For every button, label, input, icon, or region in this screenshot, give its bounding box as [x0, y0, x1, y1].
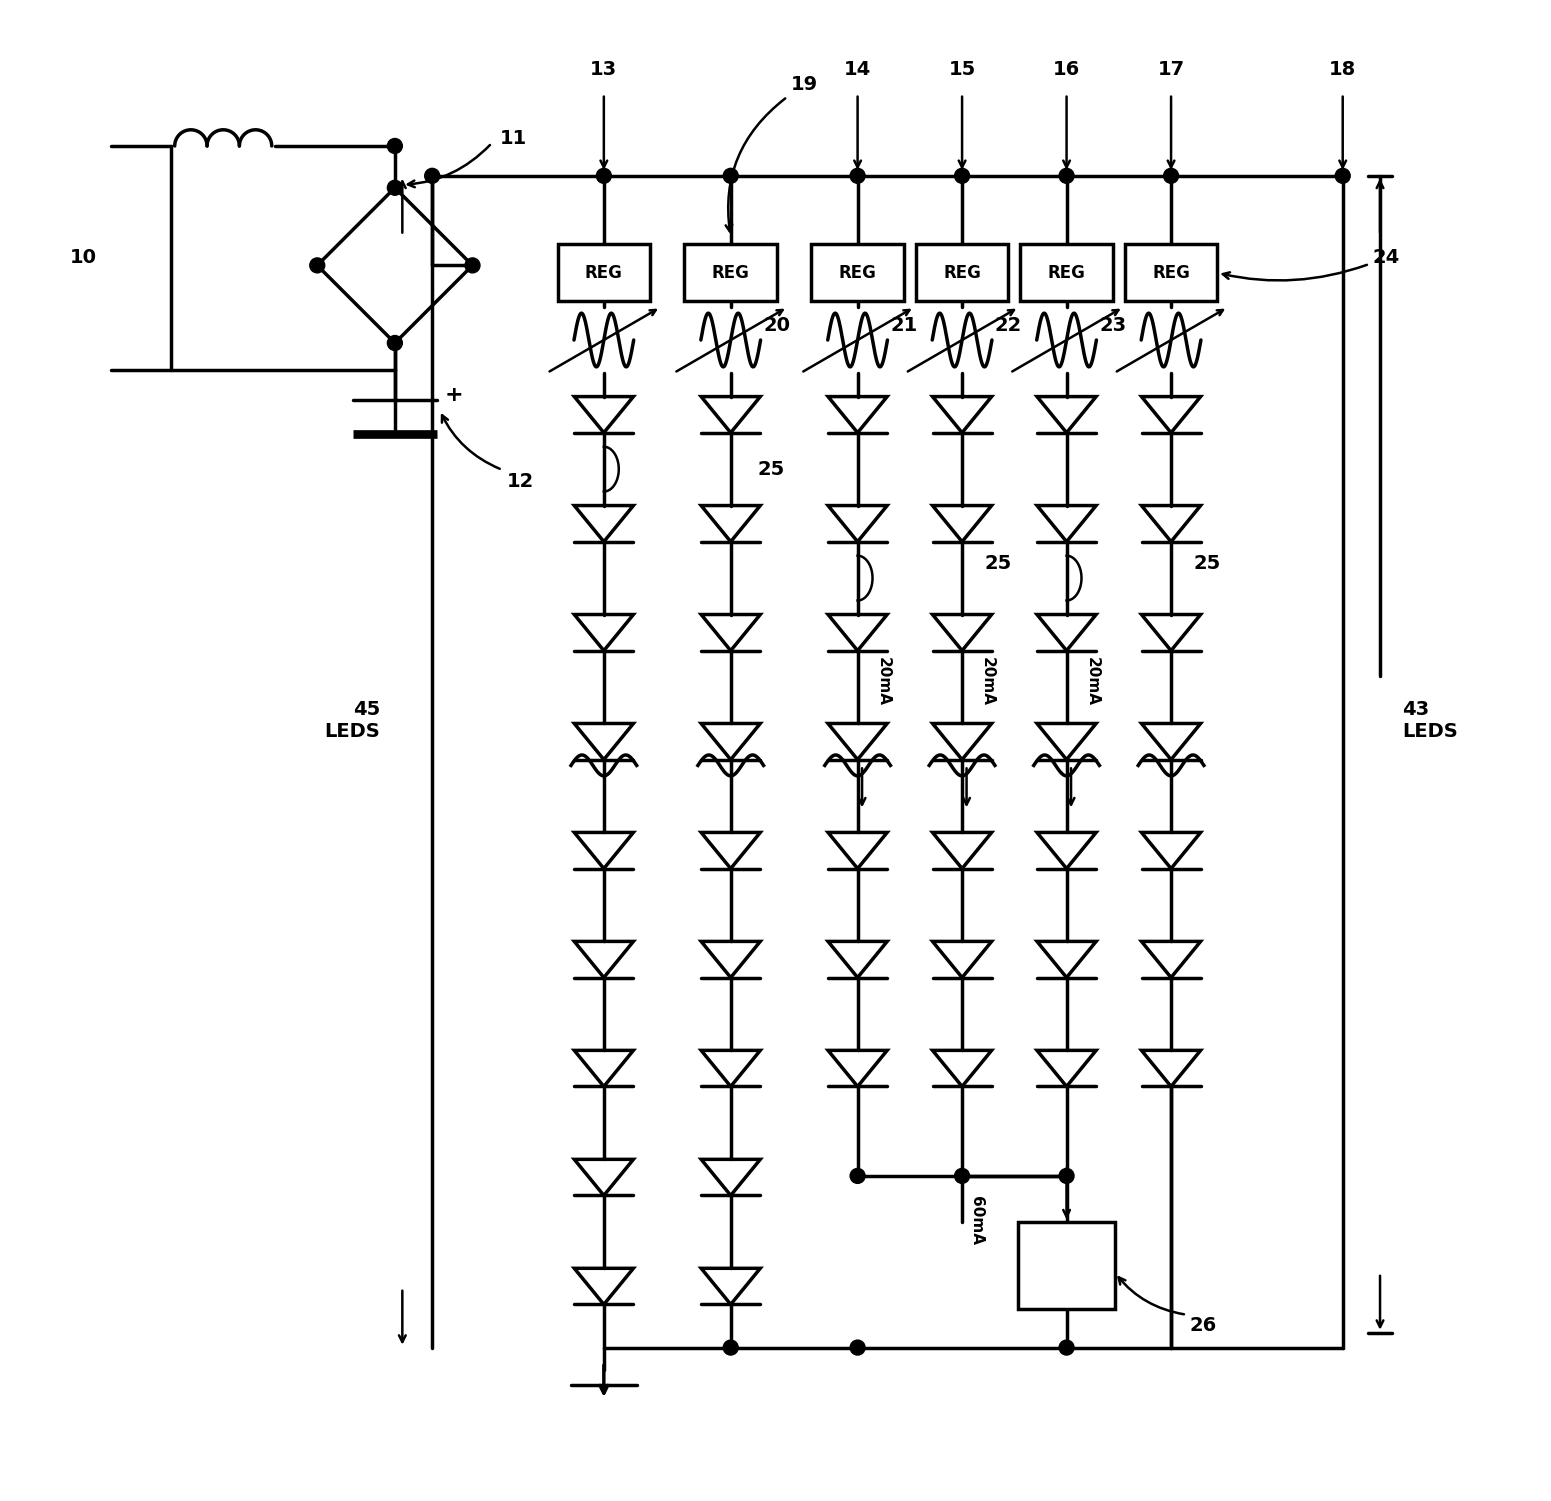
Text: 45
LEDS: 45 LEDS: [324, 699, 380, 741]
Circle shape: [388, 336, 402, 350]
Circle shape: [1059, 1340, 1073, 1355]
Text: 60mA: 60mA: [969, 1196, 985, 1246]
Circle shape: [954, 168, 969, 183]
Bar: [1124, 245, 1218, 302]
Circle shape: [1059, 168, 1073, 183]
Text: 17: 17: [1157, 60, 1185, 78]
Bar: [915, 245, 1008, 302]
Text: 25: 25: [1193, 554, 1221, 573]
Text: REG: REG: [839, 264, 876, 282]
Circle shape: [1163, 168, 1179, 183]
Circle shape: [1335, 168, 1351, 183]
Text: 20mA: 20mA: [980, 657, 996, 705]
Bar: [811, 245, 904, 302]
Text: 10: 10: [70, 249, 96, 267]
Bar: [557, 245, 650, 302]
Text: 12: 12: [507, 473, 534, 491]
Text: REG: REG: [585, 264, 624, 282]
Text: 16: 16: [1053, 60, 1079, 78]
Text: REG: REG: [943, 264, 982, 282]
Text: 20: 20: [763, 315, 791, 335]
Text: 14: 14: [844, 60, 872, 78]
Circle shape: [597, 168, 611, 183]
Text: 25: 25: [985, 554, 1011, 573]
Circle shape: [465, 258, 479, 273]
Text: 22: 22: [994, 315, 1022, 335]
Text: 24: 24: [1373, 249, 1401, 267]
Bar: [1021, 245, 1114, 302]
Text: 20mA: 20mA: [875, 657, 890, 705]
Text: 15: 15: [949, 60, 976, 78]
Circle shape: [850, 1168, 865, 1183]
Text: 11: 11: [499, 129, 527, 149]
Text: 43
LEDS: 43 LEDS: [1402, 699, 1458, 741]
Bar: [1017, 1222, 1115, 1309]
Circle shape: [425, 168, 439, 183]
Circle shape: [1059, 1168, 1073, 1183]
Text: REG: REG: [1047, 264, 1086, 282]
Text: 25: 25: [757, 459, 785, 479]
Text: 21: 21: [890, 315, 918, 335]
Text: 23: 23: [1100, 315, 1126, 335]
Text: +: +: [444, 386, 462, 405]
Circle shape: [850, 1340, 865, 1355]
Circle shape: [954, 1168, 969, 1183]
Text: REG: REG: [1152, 264, 1190, 282]
Circle shape: [388, 180, 402, 195]
Text: 19: 19: [791, 75, 817, 93]
Circle shape: [388, 138, 402, 153]
Text: 20mA: 20mA: [1084, 657, 1100, 705]
Text: REG: REG: [712, 264, 749, 282]
Bar: [684, 245, 777, 302]
Text: 18: 18: [1329, 60, 1356, 78]
Circle shape: [723, 168, 738, 183]
Circle shape: [723, 1340, 738, 1355]
Circle shape: [850, 168, 865, 183]
Circle shape: [310, 258, 324, 273]
Text: 26: 26: [1190, 1316, 1218, 1334]
Text: 13: 13: [591, 60, 617, 78]
